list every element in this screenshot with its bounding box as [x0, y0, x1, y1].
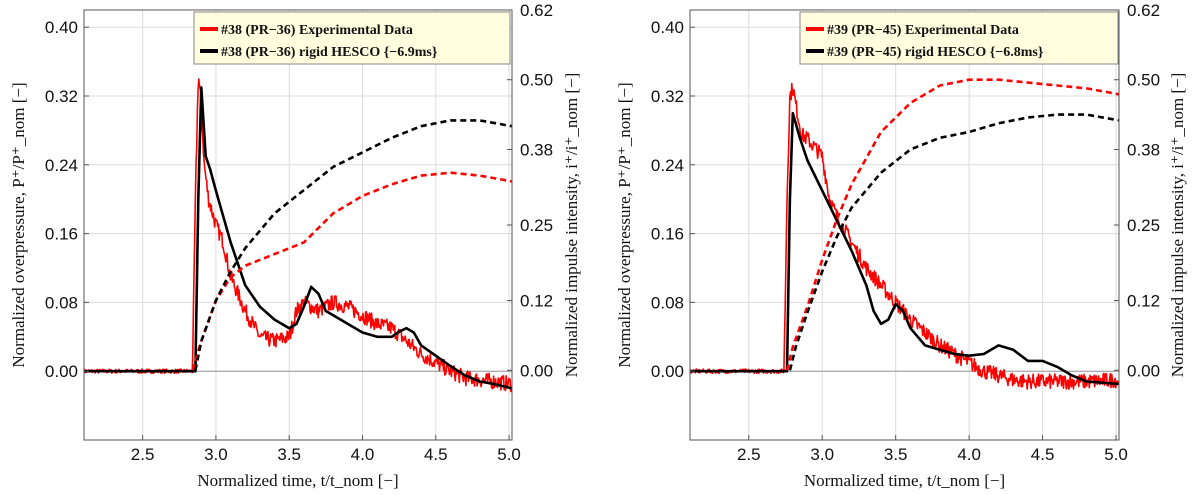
series-group: [690, 78, 1119, 390]
y-left-axis-title: Normalized overpressure, P⁺/P⁺_nom [−]: [9, 82, 28, 367]
y-right-tick-label: 0.50: [1127, 71, 1160, 90]
y-right-tick-label: 0.38: [520, 140, 553, 159]
y-left-axis-title: Normalized overpressure, P⁺/P⁺_nom [−]: [615, 82, 634, 367]
y-right-tick-label: 0.00: [1127, 361, 1160, 380]
x-tick-label: 4.0: [351, 445, 375, 464]
x-tick-label: 3.0: [810, 445, 834, 464]
y-right-tick-label: 0.50: [520, 71, 553, 90]
series-line-1: [690, 82, 1119, 390]
x-tick-label: 4.0: [957, 445, 981, 464]
x-axis-title: Normalized time, t/t_nom [−]: [804, 471, 1005, 490]
y-left-tick-label: 0.16: [651, 225, 684, 244]
series-line-2: [84, 86, 512, 390]
legend-box: [193, 11, 511, 65]
x-tick-label: 5.0: [1104, 445, 1128, 464]
x-tick-label: 3.0: [204, 445, 228, 464]
series-line-3: [191, 171, 512, 371]
y-left-tick-label: 0.24: [45, 156, 78, 175]
series-line-4: [788, 113, 1119, 371]
chart-panel-1: 2.5 3.0 3.5 4.0 4.5 5.0 0.00 0.08 0.16 0.24 0.32 0.…: [9, 1, 581, 490]
y-right-tick-label: 0.25: [1127, 216, 1160, 235]
y-right-tick-label: 0.00: [520, 361, 553, 380]
series-line-4: [194, 119, 512, 371]
x-tick-label: 4.5: [424, 445, 448, 464]
legend-label: #39 (PR−45) rigid HESCO {−6.8ms}: [827, 45, 1044, 60]
tick-labels: 2.5 3.0 3.5 4.0 4.5 5.0 0.00 0.08 0.16 0.24 0.32 0.…: [651, 1, 1160, 464]
tick-labels: 2.5 3.0 3.5 4.0 4.5 5.0 0.00 0.08 0.16 0.24 0.32 0.…: [45, 1, 553, 464]
y-left-tick-label: 0.16: [45, 225, 78, 244]
y-right-tick-label: 0.62: [1127, 1, 1160, 20]
x-tick-label: 3.5: [277, 445, 301, 464]
legend: #39 (PR−45) Experimental Data #39 (PR−45)…: [799, 11, 1119, 65]
x-tick-label: 2.5: [131, 445, 155, 464]
chart-panel-2: 2.5 3.0 3.5 4.0 4.5 5.0 0.00 0.08 0.16 0.24 0.32 0.…: [615, 1, 1187, 490]
legend-label: #39 (PR−45) Experimental Data: [827, 23, 1019, 38]
y-right-tick-label: 0.38: [1127, 140, 1160, 159]
y-left-tick-label: 0.08: [651, 293, 684, 312]
y-left-tick-label: 0.32: [651, 87, 684, 106]
x-tick-label: 4.5: [1031, 445, 1055, 464]
y-left-tick-label: 0.00: [45, 362, 78, 381]
y-right-axis-title: Normalized impulse intensity, i⁺/i⁺_nom …: [1168, 73, 1187, 378]
y-left-tick-label: 0.24: [651, 156, 684, 175]
grid: [84, 10, 512, 440]
legend-box: [799, 11, 1119, 65]
y-left-tick-label: 0.40: [45, 18, 78, 37]
y-left-tick-label: 0.32: [45, 87, 78, 106]
y-left-tick-label: 0.08: [45, 293, 78, 312]
x-tick-label: 3.5: [884, 445, 908, 464]
series-line-1: [84, 78, 512, 393]
legend-label: #38 (PR−36) rigid HESCO {−6.9ms}: [221, 45, 438, 60]
x-tick-label: 5.0: [497, 445, 521, 464]
legend: #38 (PR−36) Experimental Data #38 (PR−36)…: [193, 11, 511, 65]
y-right-axis-title: Normalized impulse intensity, i⁺/i⁺_nom …: [562, 73, 581, 378]
y-left-tick-label: 0.40: [651, 18, 684, 37]
series-line-2: [690, 111, 1119, 386]
legend-label: #38 (PR−36) Experimental Data: [221, 23, 413, 38]
series-line-3: [785, 78, 1119, 371]
x-tick-label: 2.5: [737, 445, 761, 464]
y-right-tick-label: 0.12: [520, 292, 553, 311]
plot-frame: [83, 9, 513, 441]
y-right-tick-label: 0.12: [1127, 292, 1160, 311]
x-axis-title: Normalized time, t/t_nom [−]: [197, 471, 398, 490]
y-right-tick-label: 0.25: [520, 216, 553, 235]
y-left-tick-label: 0.00: [651, 362, 684, 381]
series-group: [84, 78, 512, 393]
y-right-tick-label: 0.62: [520, 1, 553, 20]
